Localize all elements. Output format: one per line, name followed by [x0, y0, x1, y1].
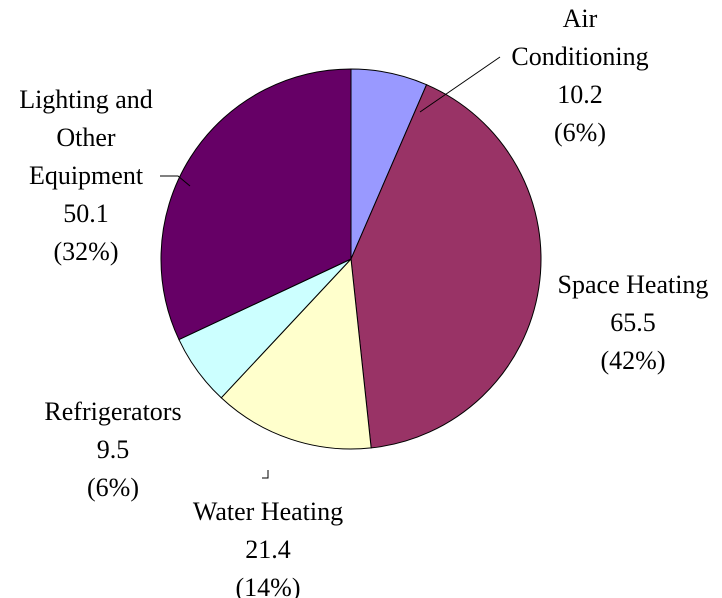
slice-label: Lighting and Other Equipment 50.1 (32%)	[11, 81, 161, 271]
category-label: Space Heating	[557, 270, 709, 299]
category-label: Lighting and Other Equipment	[19, 85, 153, 190]
slice-label: Air Conditioning 10.2 (6%)	[500, 0, 660, 152]
category-label: Water Heating	[192, 497, 344, 526]
pie-slice	[350, 84, 542, 449]
leader-line	[160, 175, 191, 187]
category-label: Refrigerators	[44, 397, 182, 426]
percent-label: (32%)	[53, 237, 119, 266]
percent-label: (6%)	[554, 118, 606, 147]
value-label: 10.2	[557, 80, 603, 109]
pie-slice	[220, 257, 372, 450]
percent-label: (14%)	[235, 573, 301, 598]
value-label: 50.1	[63, 199, 109, 228]
value-label: 21.4	[245, 535, 291, 564]
slice-label: Refrigerators 9.5 (6%)	[13, 393, 213, 507]
value-label: 65.5	[610, 308, 656, 337]
pie-slice	[160, 68, 352, 341]
percent-label: (6%)	[87, 473, 139, 502]
category-label: Air Conditioning	[511, 4, 649, 71]
value-label: 9.5	[96, 435, 130, 464]
leader-line	[262, 470, 269, 479]
slice-label: Space Heating 65.5 (42%)	[544, 266, 722, 380]
percent-label: (42%)	[600, 346, 666, 375]
leader-line	[419, 56, 501, 113]
slice-label: Water Heating 21.4 (14%)	[168, 493, 368, 598]
